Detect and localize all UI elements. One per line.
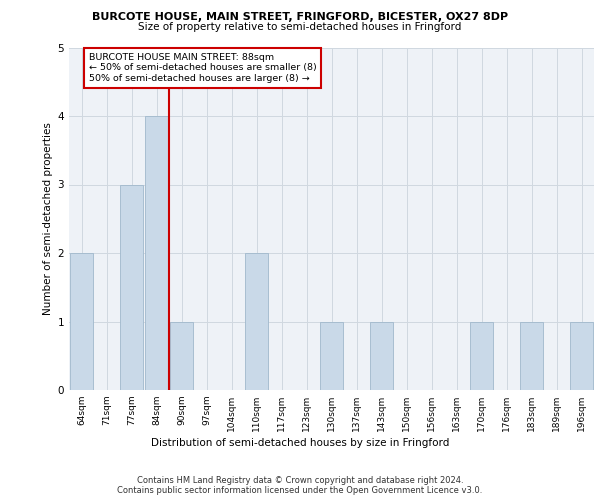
Text: Distribution of semi-detached houses by size in Fringford: Distribution of semi-detached houses by … [151, 438, 449, 448]
Y-axis label: Number of semi-detached properties: Number of semi-detached properties [43, 122, 53, 315]
Text: BURCOTE HOUSE MAIN STREET: 88sqm
← 50% of semi-detached houses are smaller (8)
5: BURCOTE HOUSE MAIN STREET: 88sqm ← 50% o… [89, 53, 317, 83]
Text: Contains HM Land Registry data © Crown copyright and database right 2024.
Contai: Contains HM Land Registry data © Crown c… [118, 476, 482, 495]
Bar [570, 322, 593, 390]
Bar [145, 116, 168, 390]
Bar [245, 253, 268, 390]
Bar [320, 322, 343, 390]
Bar [520, 322, 543, 390]
Text: BURCOTE HOUSE, MAIN STREET, FRINGFORD, BICESTER, OX27 8DP: BURCOTE HOUSE, MAIN STREET, FRINGFORD, B… [92, 12, 508, 22]
Bar [70, 253, 93, 390]
Text: Size of property relative to semi-detached houses in Fringford: Size of property relative to semi-detach… [139, 22, 461, 32]
Bar [370, 322, 393, 390]
Bar [470, 322, 493, 390]
Bar [120, 184, 143, 390]
Bar [170, 322, 193, 390]
